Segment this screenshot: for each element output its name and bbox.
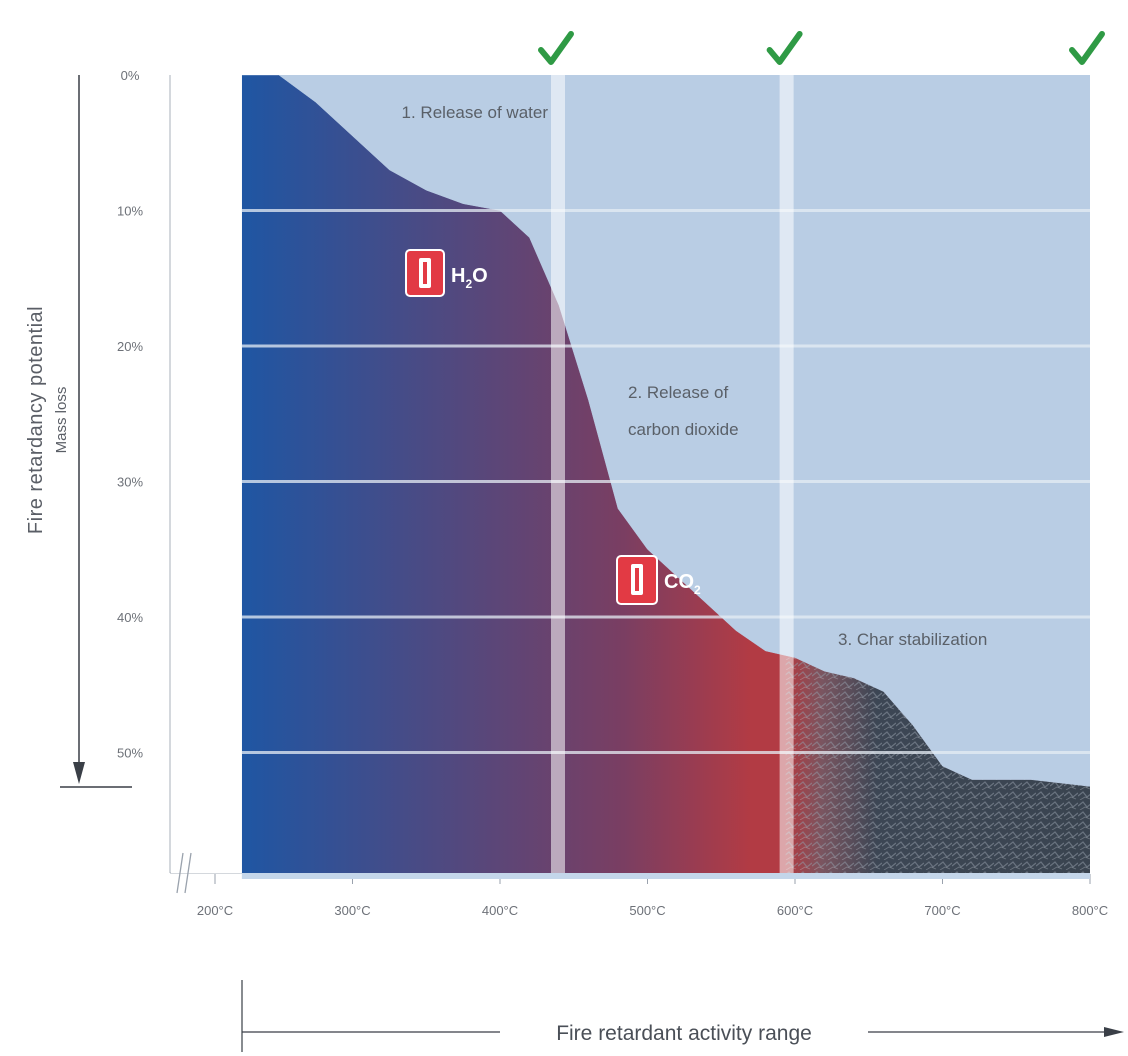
co2-gas-label: CO2 (616, 555, 701, 605)
h2o-gas-label: H2O (405, 249, 488, 297)
stage1-annotation: 1. Release of water (402, 103, 549, 122)
co2-sub: 2 (694, 583, 701, 597)
checkmark-icon (1069, 31, 1105, 65)
h2o-sub: 2 (465, 277, 472, 291)
mass-loss-area (241, 75, 1090, 873)
x-range-arrow (241, 980, 1124, 1052)
y-tick-label: 50% (117, 746, 143, 761)
svg-text:CO2: CO2 (664, 571, 701, 597)
stage3-annotation: 3. Char stabilization (838, 630, 987, 649)
x-axis-label: Fire retardant activity range (556, 1022, 812, 1045)
checkmark-icon (766, 31, 803, 65)
h2o-tail: O (472, 265, 488, 287)
x-tick-label: 200°C (197, 903, 233, 918)
stage-checkmarks (538, 31, 1105, 65)
char-texture (785, 657, 1090, 873)
co2-main: CO (664, 571, 694, 593)
x-tick-label: 300°C (334, 903, 370, 918)
y-tick-label: 10% (117, 204, 143, 219)
y-axis-sublabel: Mass loss (53, 387, 70, 454)
y-tick-label: 20% (117, 339, 143, 354)
x-tick-label: 600°C (777, 903, 813, 918)
left-blank-panel (171, 75, 242, 873)
h2o-main: H (451, 265, 465, 287)
x-tick-label: 400°C (482, 903, 518, 918)
mass-loss-curve (241, 75, 1090, 787)
stage2-annotation-line1: 2. Release of (628, 383, 728, 402)
y-tick-label: 0% (121, 68, 140, 83)
stage2-annotation-line2: carbon dioxide (628, 420, 739, 439)
stage-separator (779, 75, 794, 879)
x-tick-label: 800°C (1072, 903, 1108, 918)
y-tick-labels: 0% 10% 20% 30% 40% 50% (117, 68, 143, 761)
x-tick-label: 500°C (629, 903, 665, 918)
svg-text:H2O: H2O (451, 265, 488, 291)
y-axis-label: Fire retardancy potential (25, 306, 47, 534)
y-tick-label: 40% (117, 610, 143, 625)
x-tick-label: 700°C (924, 903, 960, 918)
stage-separators (551, 75, 794, 879)
mass-loss-area-layer (171, 75, 1090, 873)
stage-separator (551, 75, 565, 879)
y-axis-arrow (60, 75, 132, 788)
x-range-stripe (241, 873, 1090, 879)
gridlines (241, 209, 1090, 754)
y-tick-label: 30% (117, 475, 143, 490)
checkmark-icon (538, 31, 574, 65)
x-tick-labels: 200°C 300°C 400°C 500°C 600°C 700°C 800°C (197, 873, 1108, 918)
axis-break-icon (176, 852, 192, 894)
